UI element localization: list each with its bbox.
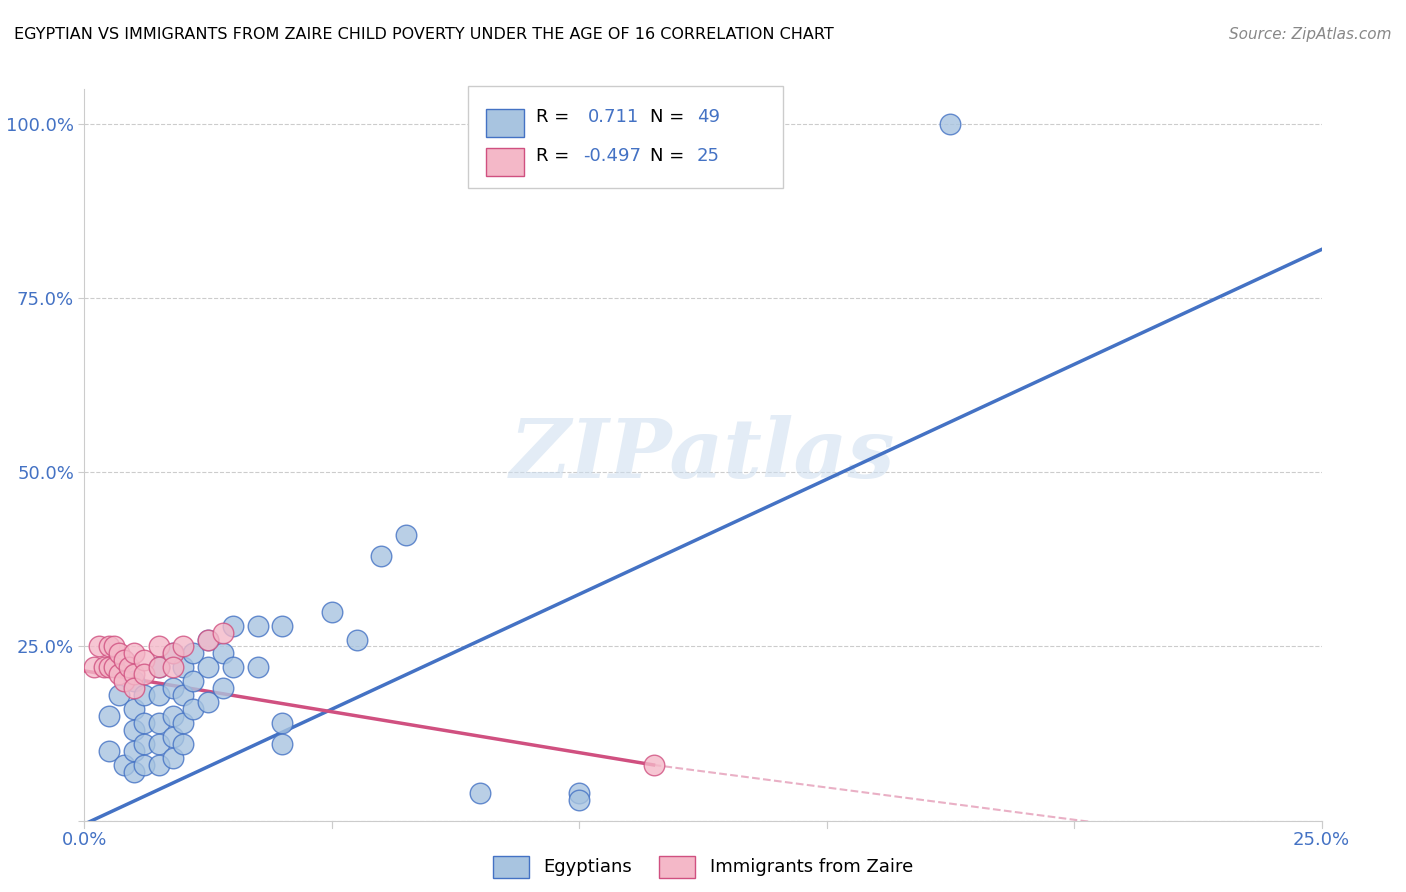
Point [148, 640, 170, 654]
Point [89, 640, 111, 654]
Text: EGYPTIAN VS IMMIGRANTS FROM ZAIRE CHILD POVERTY UNDER THE AGE OF 16 CORRELATION : EGYPTIAN VS IMMIGRANTS FROM ZAIRE CHILD … [14, 27, 834, 42]
Point [172, 660, 194, 674]
Point [103, 660, 125, 674]
Point [172, 716, 194, 731]
Point [181, 647, 204, 661]
Point [122, 647, 145, 661]
Point [132, 653, 155, 667]
Point [132, 667, 155, 681]
Text: 0.711: 0.711 [588, 108, 640, 126]
Point [148, 716, 170, 731]
Point [181, 702, 204, 716]
FancyBboxPatch shape [486, 109, 523, 136]
Point [132, 716, 155, 731]
Text: Source: ZipAtlas.com: Source: ZipAtlas.com [1229, 27, 1392, 42]
Point [222, 660, 245, 674]
Point [148, 688, 170, 702]
Point [108, 667, 131, 681]
Point [108, 647, 131, 661]
Point [122, 667, 145, 681]
Point [132, 688, 155, 702]
Point [112, 758, 135, 772]
Text: R =: R = [536, 108, 575, 126]
Point [148, 660, 170, 674]
Point [246, 618, 269, 632]
FancyBboxPatch shape [468, 86, 783, 188]
Point [108, 688, 131, 702]
Point [939, 117, 962, 131]
Point [212, 647, 235, 661]
Point [122, 681, 145, 696]
Text: ZIPatlas: ZIPatlas [510, 415, 896, 495]
Point [197, 695, 219, 709]
Point [118, 660, 141, 674]
Point [162, 730, 184, 744]
Text: N =: N = [650, 108, 690, 126]
Point [132, 758, 155, 772]
Point [132, 737, 155, 751]
Point [98, 660, 121, 674]
Point [370, 549, 392, 563]
Point [346, 632, 368, 647]
Point [172, 737, 194, 751]
Point [112, 653, 135, 667]
Point [568, 793, 591, 807]
FancyBboxPatch shape [486, 148, 523, 177]
Point [470, 786, 492, 800]
Point [98, 709, 121, 723]
Text: R =: R = [536, 147, 575, 166]
Point [197, 632, 219, 647]
Point [162, 709, 184, 723]
Point [643, 758, 665, 772]
Text: 25: 25 [697, 147, 720, 166]
Text: -0.497: -0.497 [583, 147, 641, 166]
Point [271, 737, 294, 751]
Point [112, 674, 135, 689]
Point [93, 660, 115, 674]
Point [212, 681, 235, 696]
Point [122, 744, 145, 758]
Point [122, 674, 145, 689]
Point [148, 660, 170, 674]
Point [98, 640, 121, 654]
Point [197, 660, 219, 674]
Point [271, 618, 294, 632]
Point [172, 640, 194, 654]
Point [83, 660, 105, 674]
Point [122, 702, 145, 716]
Text: N =: N = [650, 147, 690, 166]
Point [162, 647, 184, 661]
Point [98, 744, 121, 758]
Point [103, 640, 125, 654]
Point [181, 674, 204, 689]
Point [212, 625, 235, 640]
Point [172, 688, 194, 702]
Point [122, 764, 145, 779]
Point [568, 786, 591, 800]
Point [162, 681, 184, 696]
Point [222, 618, 245, 632]
Point [148, 758, 170, 772]
Point [162, 660, 184, 674]
Point [246, 660, 269, 674]
Point [122, 723, 145, 737]
Point [162, 751, 184, 765]
Point [395, 528, 418, 542]
Point [162, 647, 184, 661]
Text: 49: 49 [697, 108, 720, 126]
Point [197, 632, 219, 647]
Point [271, 716, 294, 731]
Point [148, 737, 170, 751]
Point [321, 605, 343, 619]
Legend: Egyptians, Immigrants from Zaire: Egyptians, Immigrants from Zaire [485, 848, 921, 885]
